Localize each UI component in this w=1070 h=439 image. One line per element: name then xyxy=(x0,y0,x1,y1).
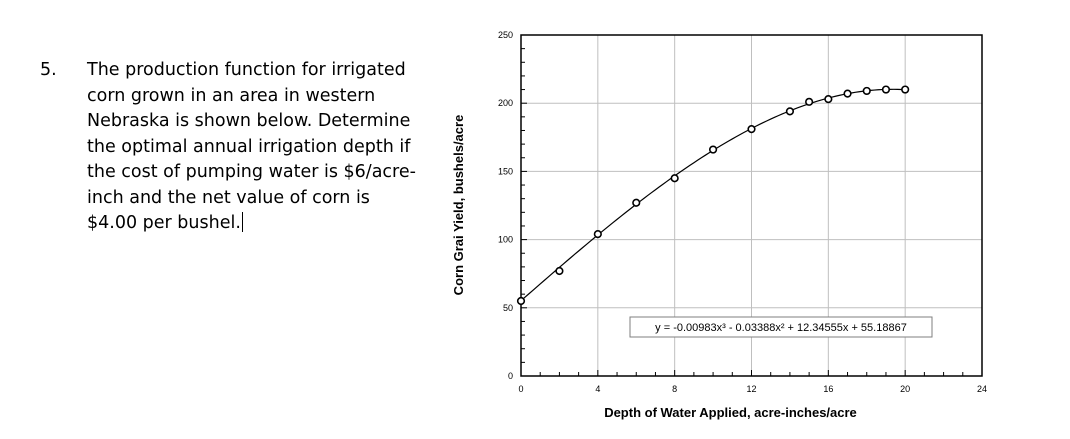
equation-box xyxy=(629,316,933,338)
y-tick-label: 100 xyxy=(498,235,513,245)
data-point xyxy=(824,95,833,104)
data-points xyxy=(516,85,910,306)
trendline xyxy=(520,88,906,302)
data-point xyxy=(862,86,871,96)
y-tick-label: 150 xyxy=(498,166,513,176)
x-tick-label: 0 xyxy=(518,384,523,394)
data-point xyxy=(747,125,756,134)
x-axis-title: Depth of Water Applied, acre-inches/acre xyxy=(604,405,857,420)
y-tick-label: 50 xyxy=(503,303,513,313)
question-number: 5. xyxy=(40,60,57,80)
trendline-equation: y = -0.00983x³ - 0.03388x² + 12.34555x +… xyxy=(629,316,933,338)
data-point xyxy=(843,89,852,98)
data-point xyxy=(901,85,910,94)
x-tick-label: 8 xyxy=(672,384,677,394)
equation-label: y = -0.00983x³ - 0.03388x² + 12.34555x +… xyxy=(655,322,907,334)
data-point xyxy=(593,230,602,239)
data-point xyxy=(881,85,891,94)
data-point xyxy=(555,266,564,276)
data-point xyxy=(785,107,795,116)
x-tick-label: 16 xyxy=(823,384,833,394)
y-tick-label: 0 xyxy=(508,371,513,381)
data-point xyxy=(516,296,526,306)
x-tick-label: 4 xyxy=(595,384,600,394)
x-tick-label: 24 xyxy=(977,384,987,394)
axes xyxy=(520,34,983,377)
y-tick-label: 250 xyxy=(498,30,513,40)
text-cursor xyxy=(241,212,243,232)
data-point xyxy=(708,145,718,154)
x-tick-label: 20 xyxy=(900,384,910,394)
question-text: The production function for irrigated co… xyxy=(87,58,417,237)
data-point xyxy=(670,174,679,183)
question-body: The production function for irrigated co… xyxy=(87,60,416,233)
y-tick-label: 200 xyxy=(498,98,513,108)
x-tick-label: 12 xyxy=(746,384,756,394)
data-point xyxy=(632,198,641,207)
trendline-curve xyxy=(520,88,906,302)
y-axis-title: Corn Grai Yield, bushels/acre xyxy=(451,115,466,296)
data-point xyxy=(805,97,814,106)
labels: 0 50 100 150 200 250 0 4 8 12 16 20 24 Depth of Water… xyxy=(451,30,987,420)
